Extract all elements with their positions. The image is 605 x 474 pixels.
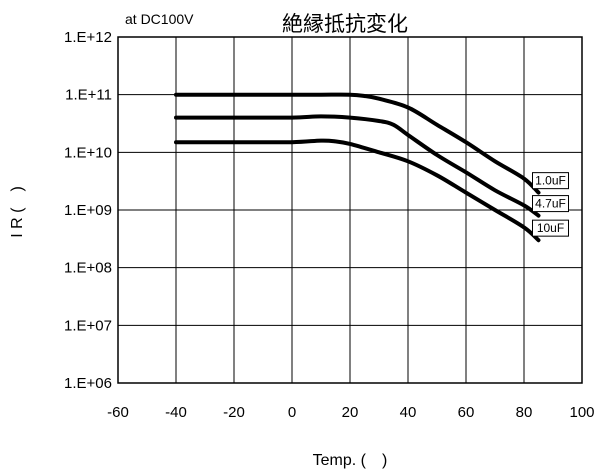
series-label-text: 4.7uF (535, 197, 566, 211)
series-labels: 1.0uF 4.7uF 10uF (532, 172, 569, 237)
x-tick-label: 100 (569, 404, 594, 421)
y-axis-label: I R ( ) (9, 186, 26, 238)
y-tick-label: 1.E+10 (64, 144, 112, 161)
y-tick-label: 1.E+06 (64, 375, 112, 392)
series-label-2: 10uF (532, 219, 569, 237)
series-lines (174, 92, 541, 243)
chart-title: 絶縁抵抗変化 (282, 12, 408, 36)
y-tick-label: 1.E+09 (64, 202, 112, 219)
x-tick-label: 80 (516, 404, 533, 421)
series-label-text: 1.0uF (535, 174, 566, 188)
series-line-2 (174, 138, 541, 243)
y-tick-label: 1.E+07 (64, 317, 112, 334)
series-label-1: 4.7uF (532, 195, 569, 213)
x-tick-label: 40 (400, 404, 417, 421)
series-line-0 (174, 92, 541, 195)
y-tick-label: 1.E+08 (64, 260, 112, 277)
y-tick-label: 1.E+11 (65, 87, 112, 104)
x-tick-label: 20 (342, 404, 359, 421)
series-label-box (532, 195, 569, 213)
grid-lines (118, 37, 582, 383)
x-tick-label: -60 (107, 404, 129, 421)
x-axis-tick-labels: -60 -40 -20 0 20 40 60 80 100 (107, 404, 594, 421)
x-axis-label: Temp. ( ) (313, 452, 388, 469)
series-line-1 (174, 114, 541, 218)
y-axis-tick-labels: 1.E+06 1.E+07 1.E+08 1.E+09 1.E+10 1.E+11 1.E+… (64, 29, 112, 392)
x-tick-label: -40 (165, 404, 187, 421)
series-label-box (532, 172, 569, 190)
x-tick-label: 60 (458, 404, 475, 421)
series-label-box (532, 219, 569, 237)
series-label-text: 10uF (537, 221, 564, 235)
plot-frame (117, 36, 583, 384)
chart-subtitle: at DC100V (125, 11, 194, 27)
x-tick-label: 0 (288, 404, 296, 421)
x-tick-label: -20 (223, 404, 245, 421)
series-label-0: 1.0uF (532, 172, 569, 190)
y-tick-label: 1.E+12 (64, 29, 112, 46)
